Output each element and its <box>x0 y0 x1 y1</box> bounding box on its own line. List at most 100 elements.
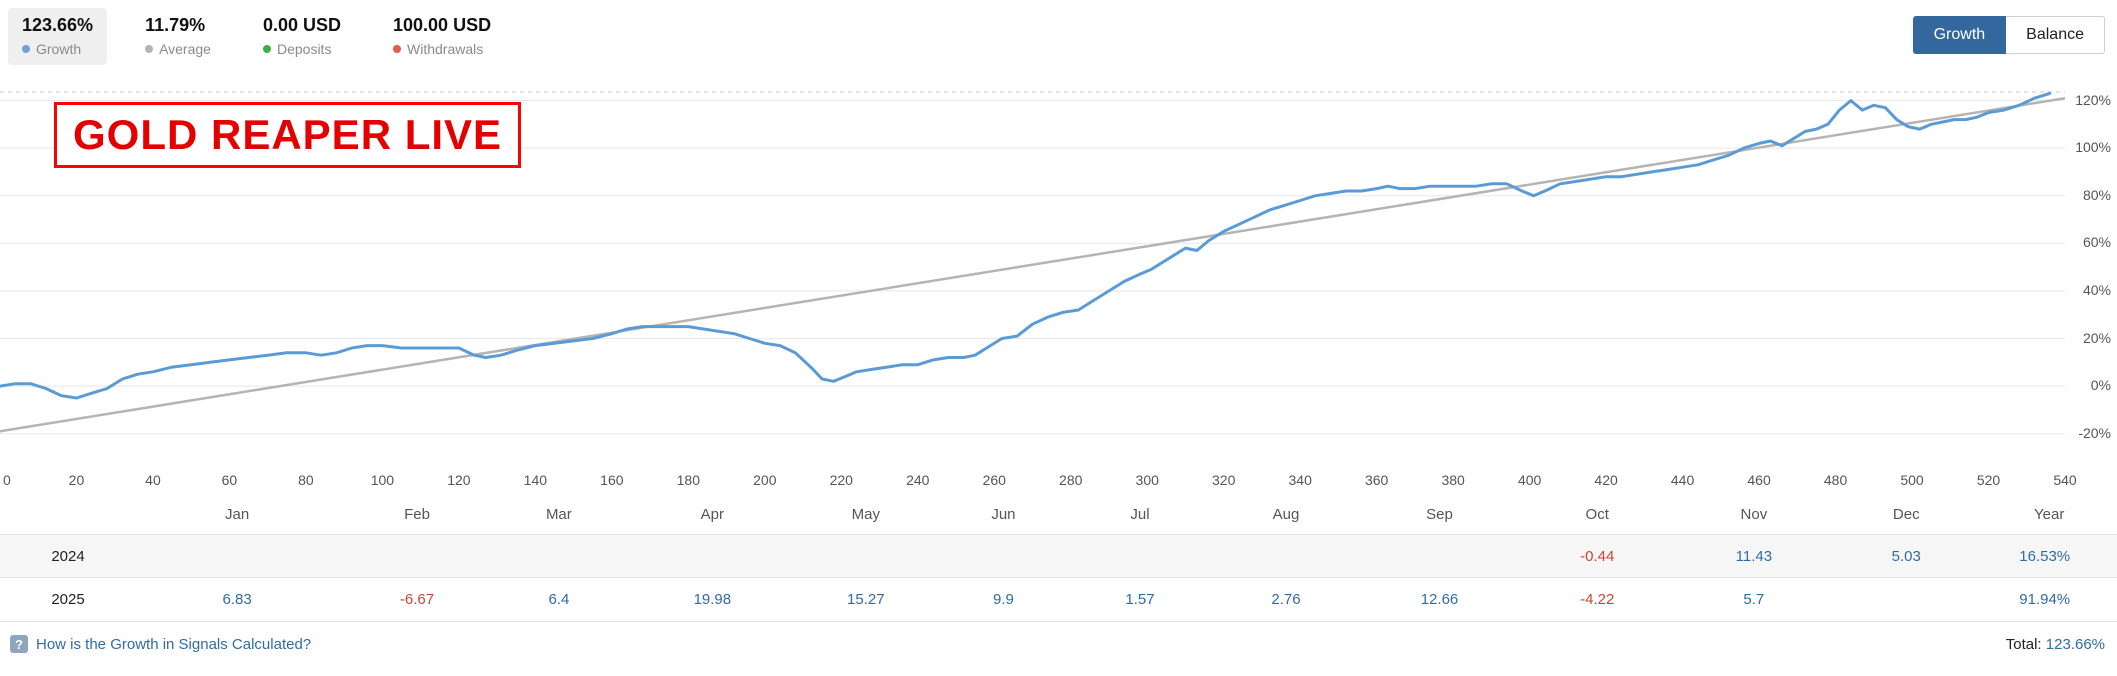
x-tick-label: 460 <box>1747 472 1771 488</box>
month-label-aug: Aug <box>1272 506 1300 523</box>
x-tick-label: 380 <box>1441 472 1465 488</box>
x-tick-label: 100 <box>370 472 395 488</box>
x-tick-label: 500 <box>1900 472 1924 488</box>
withdrawals-legend-dot-icon <box>393 45 402 53</box>
tab-growth[interactable]: Growth <box>1912 16 2007 54</box>
y-tick-label: 0% <box>2090 377 2111 394</box>
y-tick-label: 60% <box>2082 234 2111 251</box>
month-value-cell: 6.4 <box>486 577 631 621</box>
help-icon: ? <box>10 635 28 653</box>
help-link[interactable]: ? How is the Growth in Signals Calculate… <box>10 635 311 653</box>
x-tick-label: 80 <box>298 472 314 488</box>
stat-label-text: Deposits <box>276 41 332 57</box>
x-tick-label: 300 <box>1135 472 1159 488</box>
month-value-cell: 5.03 <box>1831 534 1982 578</box>
x-tick-label: 420 <box>1594 472 1618 488</box>
stat-withdrawals[interactable]: 100.00 USD Withdrawals <box>379 8 505 65</box>
x-tick-label: 220 <box>829 472 853 488</box>
stat-label: Growth <box>22 41 93 57</box>
stat-label: Deposits <box>262 41 341 57</box>
stat-label-text: Growth <box>36 41 82 57</box>
month-value-cell <box>937 534 1070 578</box>
stat-deposits[interactable]: 0.00 USD Deposits <box>249 8 355 65</box>
x-tick-label: 160 <box>600 472 624 488</box>
header: 123.66% Growth 11.79% Average 0.00 USD Deposi… <box>0 0 2117 66</box>
year-column-label: Year <box>2034 506 2065 523</box>
month-value-cell <box>1831 577 1982 621</box>
month-value-cell <box>486 534 631 578</box>
x-tick-label: 520 <box>1976 472 2001 488</box>
x-tick-label: 540 <box>2053 472 2077 488</box>
month-value-cell: 2.76 <box>1210 577 1362 621</box>
month-value-cell: -6.67 <box>347 577 487 621</box>
year-label: 2025 <box>0 577 128 621</box>
month-value-cell <box>1210 534 1362 578</box>
help-link-text: How is the Growth in Signals Calculated? <box>36 635 312 653</box>
y-tick-label: 100% <box>2075 139 2111 156</box>
y-tick-label: 20% <box>2082 329 2111 346</box>
x-tick-label: 120 <box>447 472 471 488</box>
stat-label-text: Withdrawals <box>407 41 484 57</box>
stat-label: Average <box>145 41 211 57</box>
x-tick-label: 140 <box>523 472 548 488</box>
month-value-cell: 5.7 <box>1676 577 1832 621</box>
chart-canvas[interactable] <box>0 72 2065 467</box>
month-label-may: May <box>851 506 880 523</box>
month-label-apr: Apr <box>700 506 725 523</box>
month-value-cell <box>347 534 487 578</box>
month-value-cell: 15.27 <box>793 577 938 621</box>
x-tick-label: 60 <box>221 472 238 488</box>
year-total-cell: 91.94% <box>1981 577 2117 621</box>
average-line <box>0 96 2065 433</box>
growth-chart[interactable]: GOLD REAPER LIVE 120% 100% 80% 60% 40% 20% 0% -… <box>0 72 2117 467</box>
x-tick-label: 400 <box>1517 472 1542 488</box>
tab-balance[interactable]: Balance <box>2006 16 2105 54</box>
month-value-cell: 6.83 <box>127 577 348 621</box>
month-label-jan: Jan <box>225 506 250 523</box>
x-tick-label: 0 <box>3 472 11 488</box>
month-value-cell <box>127 534 348 578</box>
month-label-jul: Jul <box>1130 506 1150 523</box>
x-tick-label: 280 <box>1059 472 1083 488</box>
y-tick-label: 120% <box>2075 91 2111 108</box>
month-value-cell: 12.66 <box>1361 577 1518 621</box>
growth-legend-dot-icon <box>22 45 30 53</box>
view-tabs: Growth Balance <box>1912 16 2105 54</box>
growth-row-2025: 2025 6.83 -6.67 6.4 19.98 15.27 9.9 1.57 2.76 12.… <box>0 577 2117 621</box>
month-label-oct: Oct <box>1585 506 1609 523</box>
month-value-cell <box>1361 534 1518 578</box>
stats-legend: 123.66% Growth 11.79% Average 0.00 USD Deposi… <box>8 8 505 65</box>
stat-value: 123.66% <box>22 15 94 35</box>
month-value-cell: 19.98 <box>630 577 794 621</box>
stat-average[interactable]: 11.79% Average <box>131 8 225 65</box>
y-tick-label: 80% <box>2082 186 2111 203</box>
stat-value: 100.00 USD <box>393 15 492 35</box>
month-value-cell: -0.44 <box>1517 534 1677 578</box>
month-label-mar: Mar <box>545 506 572 523</box>
months-row-spacer <box>0 497 127 535</box>
month-label-feb: Feb <box>404 506 430 523</box>
year-total-cell: 16.53% <box>1981 534 2117 578</box>
stat-growth[interactable]: 123.66% Growth <box>8 8 108 65</box>
y-tick-label: -20% <box>2078 424 2111 441</box>
month-value-cell <box>1069 534 1211 578</box>
x-tick-label: 340 <box>1288 472 1312 488</box>
x-tick-label: 480 <box>1823 472 1848 488</box>
average-legend-dot-icon <box>145 45 154 53</box>
months-row: Jan Feb Mar Apr May Jun Jul Aug Sep Oct Nov Dec Year <box>0 497 2117 535</box>
growth-line <box>0 91 2052 400</box>
month-label-jun: Jun <box>991 506 1016 523</box>
monthly-growth-table: Jan Feb Mar Apr May Jun Jul Aug Sep Oct Nov Dec Year… <box>0 497 2117 621</box>
month-label-sep: Sep <box>1426 506 1453 523</box>
month-value-cell: 11.43 <box>1676 534 1832 578</box>
x-tick-label: 440 <box>1670 472 1695 488</box>
x-tick-label: 320 <box>1212 472 1236 488</box>
month-value-cell: 9.9 <box>937 577 1070 621</box>
x-tick-label: 180 <box>676 472 701 488</box>
growth-row-2024: 2024 -0.44 11.43 5.03 16.53% <box>0 534 2117 578</box>
x-axis-labels: 0 20 40 60 80 100 120 140 160 180 200 220 240 260 280 3… <box>0 467 2117 493</box>
total: Total: 123.66% <box>2006 636 2105 653</box>
x-tick-label: 40 <box>145 472 161 488</box>
footer: ? How is the Growth in Signals Calculate… <box>0 620 2117 667</box>
